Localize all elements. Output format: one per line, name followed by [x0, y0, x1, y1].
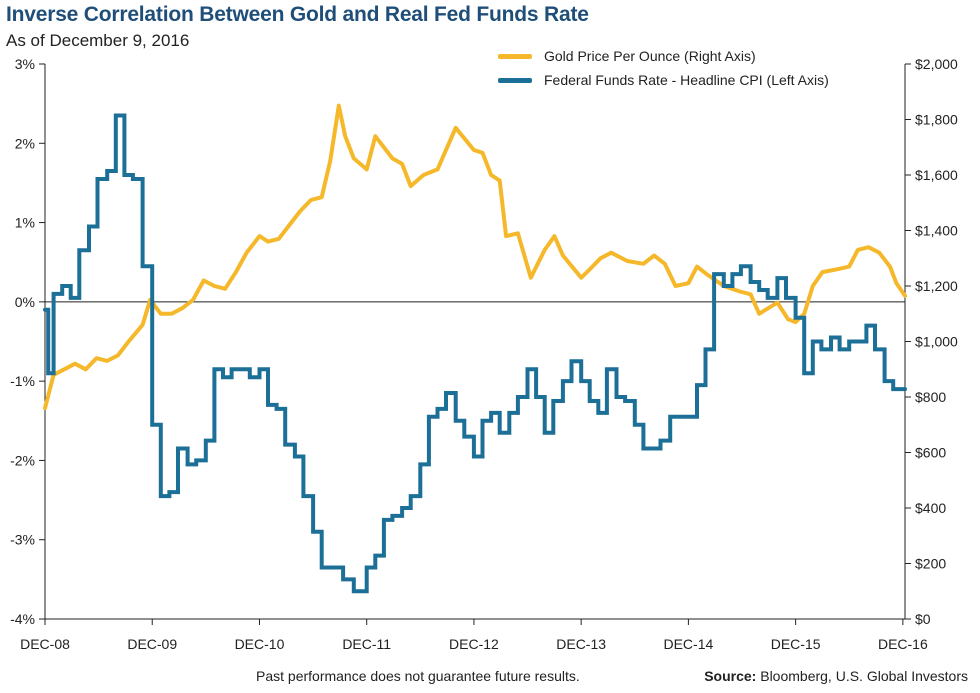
left-tick-label: 1% [15, 215, 35, 231]
left-tick-label: -2% [10, 452, 35, 468]
fed-funds-rate-line [43, 113, 907, 594]
legend: Gold Price Per Ounce (Right Axis) Federa… [498, 44, 829, 92]
source-text: Bloomberg, U.S. Global Investors [756, 668, 968, 684]
right-tick-label: $200 [915, 556, 946, 572]
right-tick-label: $1,200 [915, 278, 958, 294]
x-tick-label: DEC-15 [771, 636, 821, 652]
disclaimer-note: Past performance does not guarantee futu… [256, 668, 580, 684]
x-tick-label: DEC-13 [556, 636, 606, 652]
left-tick-label: -3% [10, 532, 35, 548]
x-tick-label: DEC-09 [127, 636, 177, 652]
x-tick-label: DEC-11 [342, 636, 391, 652]
gold-price-line [43, 103, 907, 411]
source-label: Source: [704, 668, 757, 684]
left-tick-label: 0% [15, 294, 35, 310]
left-tick-label: -1% [10, 373, 35, 389]
left-tick-label: -4% [10, 611, 35, 627]
right-tick-label: $1,600 [915, 167, 958, 183]
right-tick-label: $600 [915, 445, 946, 461]
legend-swatch-gold [498, 53, 532, 59]
right-tick-label: $800 [915, 389, 946, 405]
x-tick-label: DEC-14 [663, 636, 713, 652]
x-tick-label: DEC-10 [235, 636, 285, 652]
x-tick-label: DEC-08 [20, 636, 70, 652]
legend-item-fed-funds: Federal Funds Rate - Headline CPI (Left … [498, 68, 829, 92]
source-note: Source: Bloomberg, U.S. Global Investors [704, 668, 968, 684]
legend-label-fed-funds: Federal Funds Rate - Headline CPI (Left … [544, 72, 829, 88]
right-tick-label: $1,800 [915, 112, 958, 128]
axes [39, 63, 911, 625]
series-layer [43, 103, 907, 594]
x-tick-label: DEC-16 [878, 636, 928, 652]
chart-title: Inverse Correlation Between Gold and Rea… [6, 3, 589, 26]
legend-label-gold: Gold Price Per Ounce (Right Axis) [544, 48, 756, 64]
x-tick-label: DEC-12 [449, 636, 499, 652]
right-tick-label: $2,000 [915, 56, 958, 72]
tick-labels: 3% 2% 1% 0% -1% -2% -3% -4% $2,000 $1,800 $1,600 $1… [10, 56, 958, 652]
left-tick-label: 3% [15, 56, 35, 72]
right-tick-label: $400 [915, 500, 946, 516]
right-tick-label: $1,400 [915, 223, 958, 239]
chart-subtitle: As of December 9, 2016 [6, 31, 190, 50]
right-tick-label: $0 [915, 611, 931, 627]
legend-swatch-fed-funds [498, 77, 532, 83]
left-tick-label: 2% [15, 135, 35, 151]
right-tick-label: $1,000 [915, 334, 958, 350]
legend-item-gold: Gold Price Per Ounce (Right Axis) [498, 44, 829, 68]
